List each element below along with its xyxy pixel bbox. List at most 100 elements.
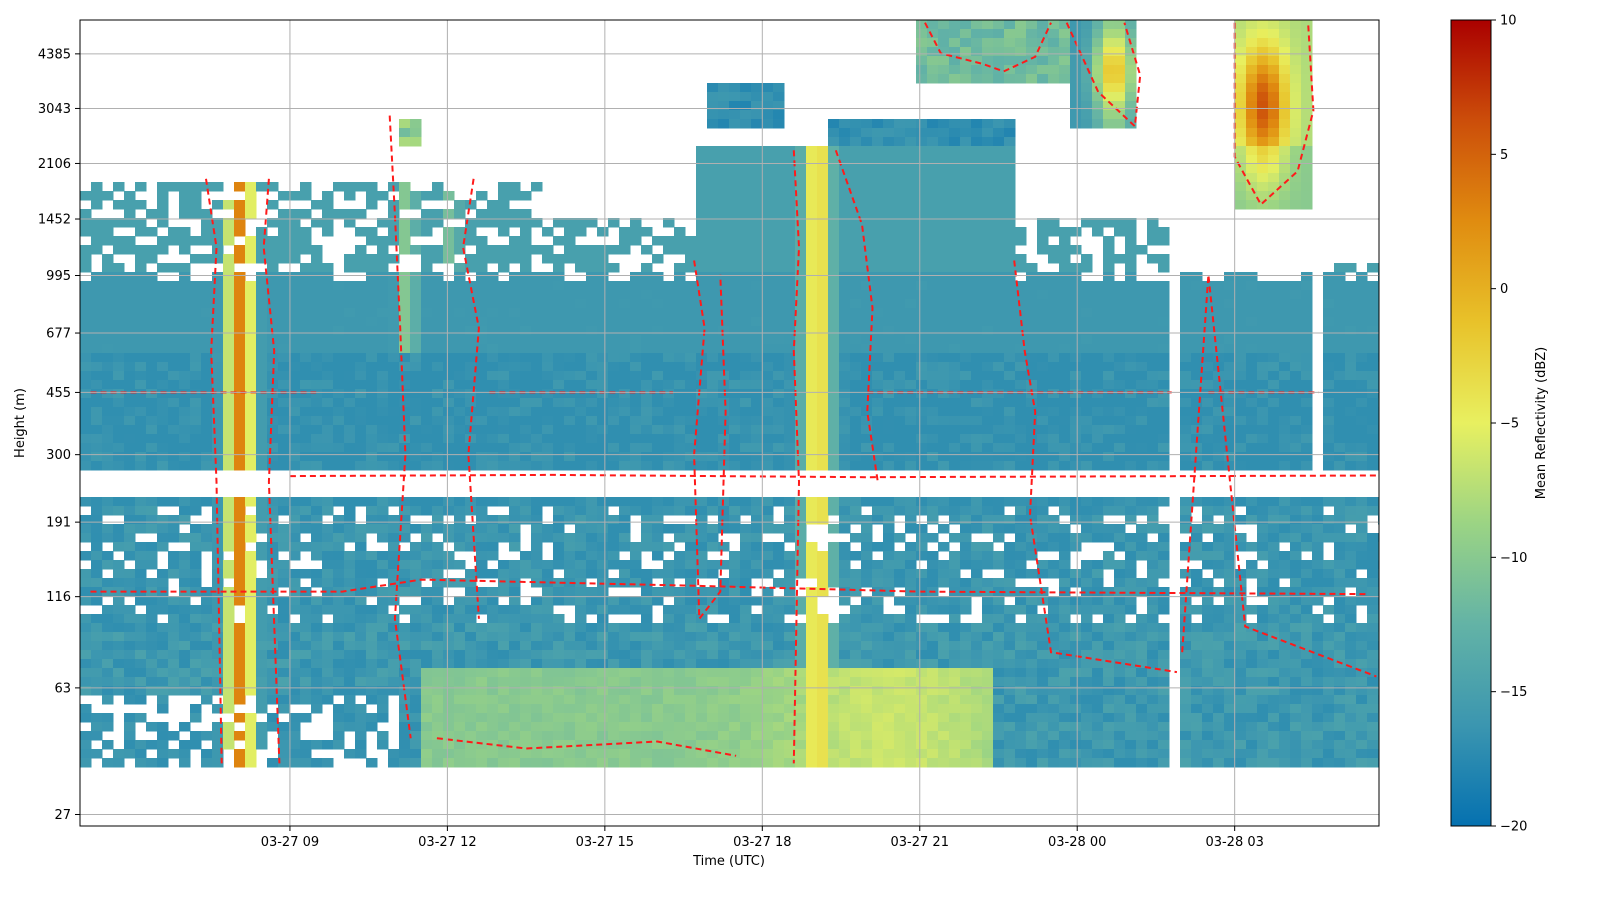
heat-cell (740, 506, 752, 516)
heat-cell (344, 263, 356, 273)
heat-cell (784, 524, 796, 534)
heat-cell (696, 713, 708, 723)
heat-cell (740, 434, 752, 444)
heat-cell (465, 290, 477, 300)
heat-cell (828, 164, 840, 174)
heat-cell (212, 281, 224, 291)
heat-cell (443, 461, 455, 471)
heat-cell (91, 533, 103, 543)
reflectivity-field (80, 20, 1379, 768)
heat-cell (1004, 686, 1016, 696)
heat-cell (608, 371, 620, 381)
heat-cell (575, 227, 587, 237)
heat-cell (630, 650, 642, 660)
heat-cell (685, 416, 697, 426)
heat-cell (124, 218, 136, 228)
heat-cell (102, 722, 114, 732)
heat-cell (509, 218, 521, 228)
heat-cell (509, 758, 521, 768)
heat-cell (1015, 560, 1027, 570)
heat-cell (938, 416, 950, 426)
heat-cell (377, 677, 389, 687)
heat-cell (828, 677, 840, 687)
heat-cell (245, 605, 257, 615)
heat-cell (982, 605, 994, 615)
heat-cell (113, 200, 125, 210)
heat-cell (597, 335, 609, 345)
heat-cell (707, 299, 719, 309)
heat-cell (674, 290, 686, 300)
heat-cell (179, 200, 191, 210)
heat-cell (685, 362, 697, 372)
heat-cell (234, 281, 246, 291)
heat-cell (960, 155, 972, 165)
heat-cell (344, 407, 356, 417)
heat-cell (509, 290, 521, 300)
heat-cell (366, 443, 378, 453)
heat-cell (597, 371, 609, 381)
heat-cell (773, 749, 785, 759)
heat-cell (157, 308, 169, 318)
heat-cell (839, 668, 851, 678)
heat-cell (828, 398, 840, 408)
heat-cell (300, 344, 312, 354)
heat-cell (564, 290, 576, 300)
heat-cell (542, 380, 554, 390)
heat-cell (938, 191, 950, 201)
heat-cell (982, 497, 994, 507)
heat-cell (355, 371, 367, 381)
heat-cell (630, 551, 642, 561)
heat-cell (586, 632, 598, 642)
heat-cell (1004, 749, 1016, 759)
heat-cell (751, 236, 763, 246)
heat-cell (212, 272, 224, 282)
heat-cell (872, 128, 884, 138)
heat-cell (817, 632, 829, 642)
heat-cell (586, 353, 598, 363)
heat-cell (333, 704, 345, 714)
heat-cell (410, 695, 422, 705)
heat-cell (949, 677, 961, 687)
heat-cell (905, 641, 917, 651)
heat-cell (883, 308, 895, 318)
heat-cell (399, 740, 411, 750)
heat-cell (201, 443, 213, 453)
heat-cell (465, 452, 477, 462)
heat-cell (300, 668, 312, 678)
heat-cell (322, 299, 334, 309)
heat-cell (179, 317, 191, 327)
heat-cell (608, 578, 620, 588)
heat-cell (432, 281, 444, 291)
heat-cell (322, 380, 334, 390)
heat-cell (245, 254, 257, 264)
heat-cell (432, 614, 444, 624)
heat-cell (399, 713, 411, 723)
heat-cell (806, 335, 818, 345)
heat-cell (498, 641, 510, 651)
heat-cell (289, 542, 301, 552)
heat-cell (663, 560, 675, 570)
heat-cell (619, 659, 631, 669)
heat-cell (410, 632, 422, 642)
heat-cell (289, 749, 301, 759)
heat-cell (597, 587, 609, 597)
heat-cell (465, 443, 477, 453)
heat-cell (212, 227, 224, 237)
heat-cell (894, 677, 906, 687)
heat-cell (135, 200, 147, 210)
heat-cell (421, 569, 433, 579)
heat-cell (520, 632, 532, 642)
heat-cell (784, 407, 796, 417)
heat-cell (641, 245, 653, 255)
heat-cell (344, 398, 356, 408)
heat-cell (542, 425, 554, 435)
heat-cell (762, 560, 774, 570)
heat-cell (212, 560, 224, 570)
heat-cell (113, 686, 125, 696)
heat-cell (278, 254, 290, 264)
heat-cell (839, 371, 851, 381)
heat-cell (729, 317, 741, 327)
heat-cell (454, 533, 466, 543)
heat-cell (267, 659, 279, 669)
heat-cell (498, 587, 510, 597)
